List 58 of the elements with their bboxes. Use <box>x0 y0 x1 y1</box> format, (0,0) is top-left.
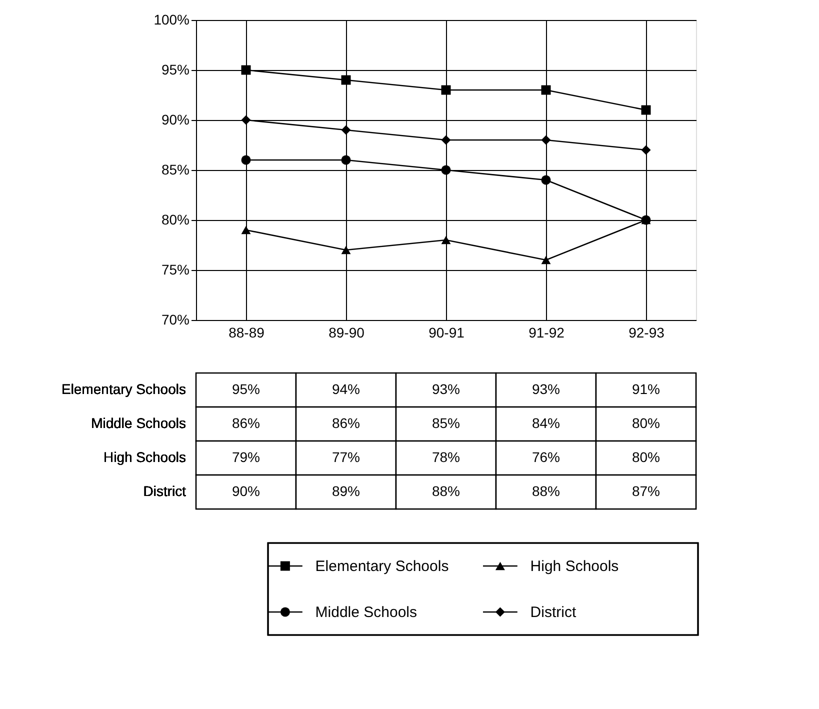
data-label: 84% <box>532 415 560 431</box>
legend-label: Elementary Schools <box>315 558 449 575</box>
point <box>341 75 351 85</box>
data-label: 89% <box>332 483 360 499</box>
point <box>541 135 551 145</box>
point <box>441 135 451 145</box>
text: Middle Schools <box>91 415 186 431</box>
data-label: 80% <box>632 449 660 465</box>
point <box>641 145 651 155</box>
point <box>541 256 551 264</box>
y-tick-label: 100% <box>154 12 190 28</box>
data-label: 88% <box>432 483 460 499</box>
data-label: 91% <box>632 381 660 397</box>
data-label: 88% <box>532 483 560 499</box>
point <box>441 85 451 95</box>
data-label: 86% <box>332 415 360 431</box>
y-tick-label: 70% <box>161 312 190 328</box>
data-label: 87% <box>632 483 660 499</box>
data-label: 79% <box>232 449 260 465</box>
point <box>241 155 251 165</box>
legend-label: High Schools <box>530 558 619 575</box>
point <box>241 226 251 234</box>
y-tick-label: 85% <box>161 162 190 178</box>
legend-label: District <box>530 604 577 621</box>
data-label: 80% <box>632 415 660 431</box>
text: Elementary Schools <box>61 381 186 397</box>
point <box>541 175 551 185</box>
y-tick-label: 80% <box>161 212 190 228</box>
y-tick-label: 95% <box>161 62 190 78</box>
legend-label: Middle Schools <box>315 604 418 621</box>
point <box>241 115 251 125</box>
x-tick-label: 92-93 <box>628 324 665 340</box>
point <box>641 105 651 115</box>
data-label: 94% <box>332 381 360 397</box>
point <box>341 155 351 165</box>
data-label: 85% <box>432 415 460 431</box>
data-label: 95% <box>232 381 260 397</box>
data-label: 93% <box>532 381 560 397</box>
data-label: 76% <box>532 449 560 465</box>
point <box>241 65 251 75</box>
data-label: 78% <box>432 449 460 465</box>
point <box>541 85 551 95</box>
x-tick-label: 89-90 <box>328 324 365 340</box>
y-tick-label: 90% <box>161 112 190 128</box>
x-tick-label: 91-92 <box>528 324 565 340</box>
text: High Schools <box>104 449 186 465</box>
data-label: 86% <box>232 415 260 431</box>
text: District <box>143 483 186 499</box>
x-tick-label: 88-89 <box>228 324 265 340</box>
point <box>441 165 451 175</box>
point <box>441 236 451 244</box>
data-label: 77% <box>332 449 360 465</box>
x-tick-label: 90-91 <box>428 324 465 340</box>
point <box>341 246 351 254</box>
point <box>341 125 351 135</box>
data-label: 93% <box>432 381 460 397</box>
y-tick-label: 75% <box>161 262 190 278</box>
data-label: 90% <box>232 483 260 499</box>
